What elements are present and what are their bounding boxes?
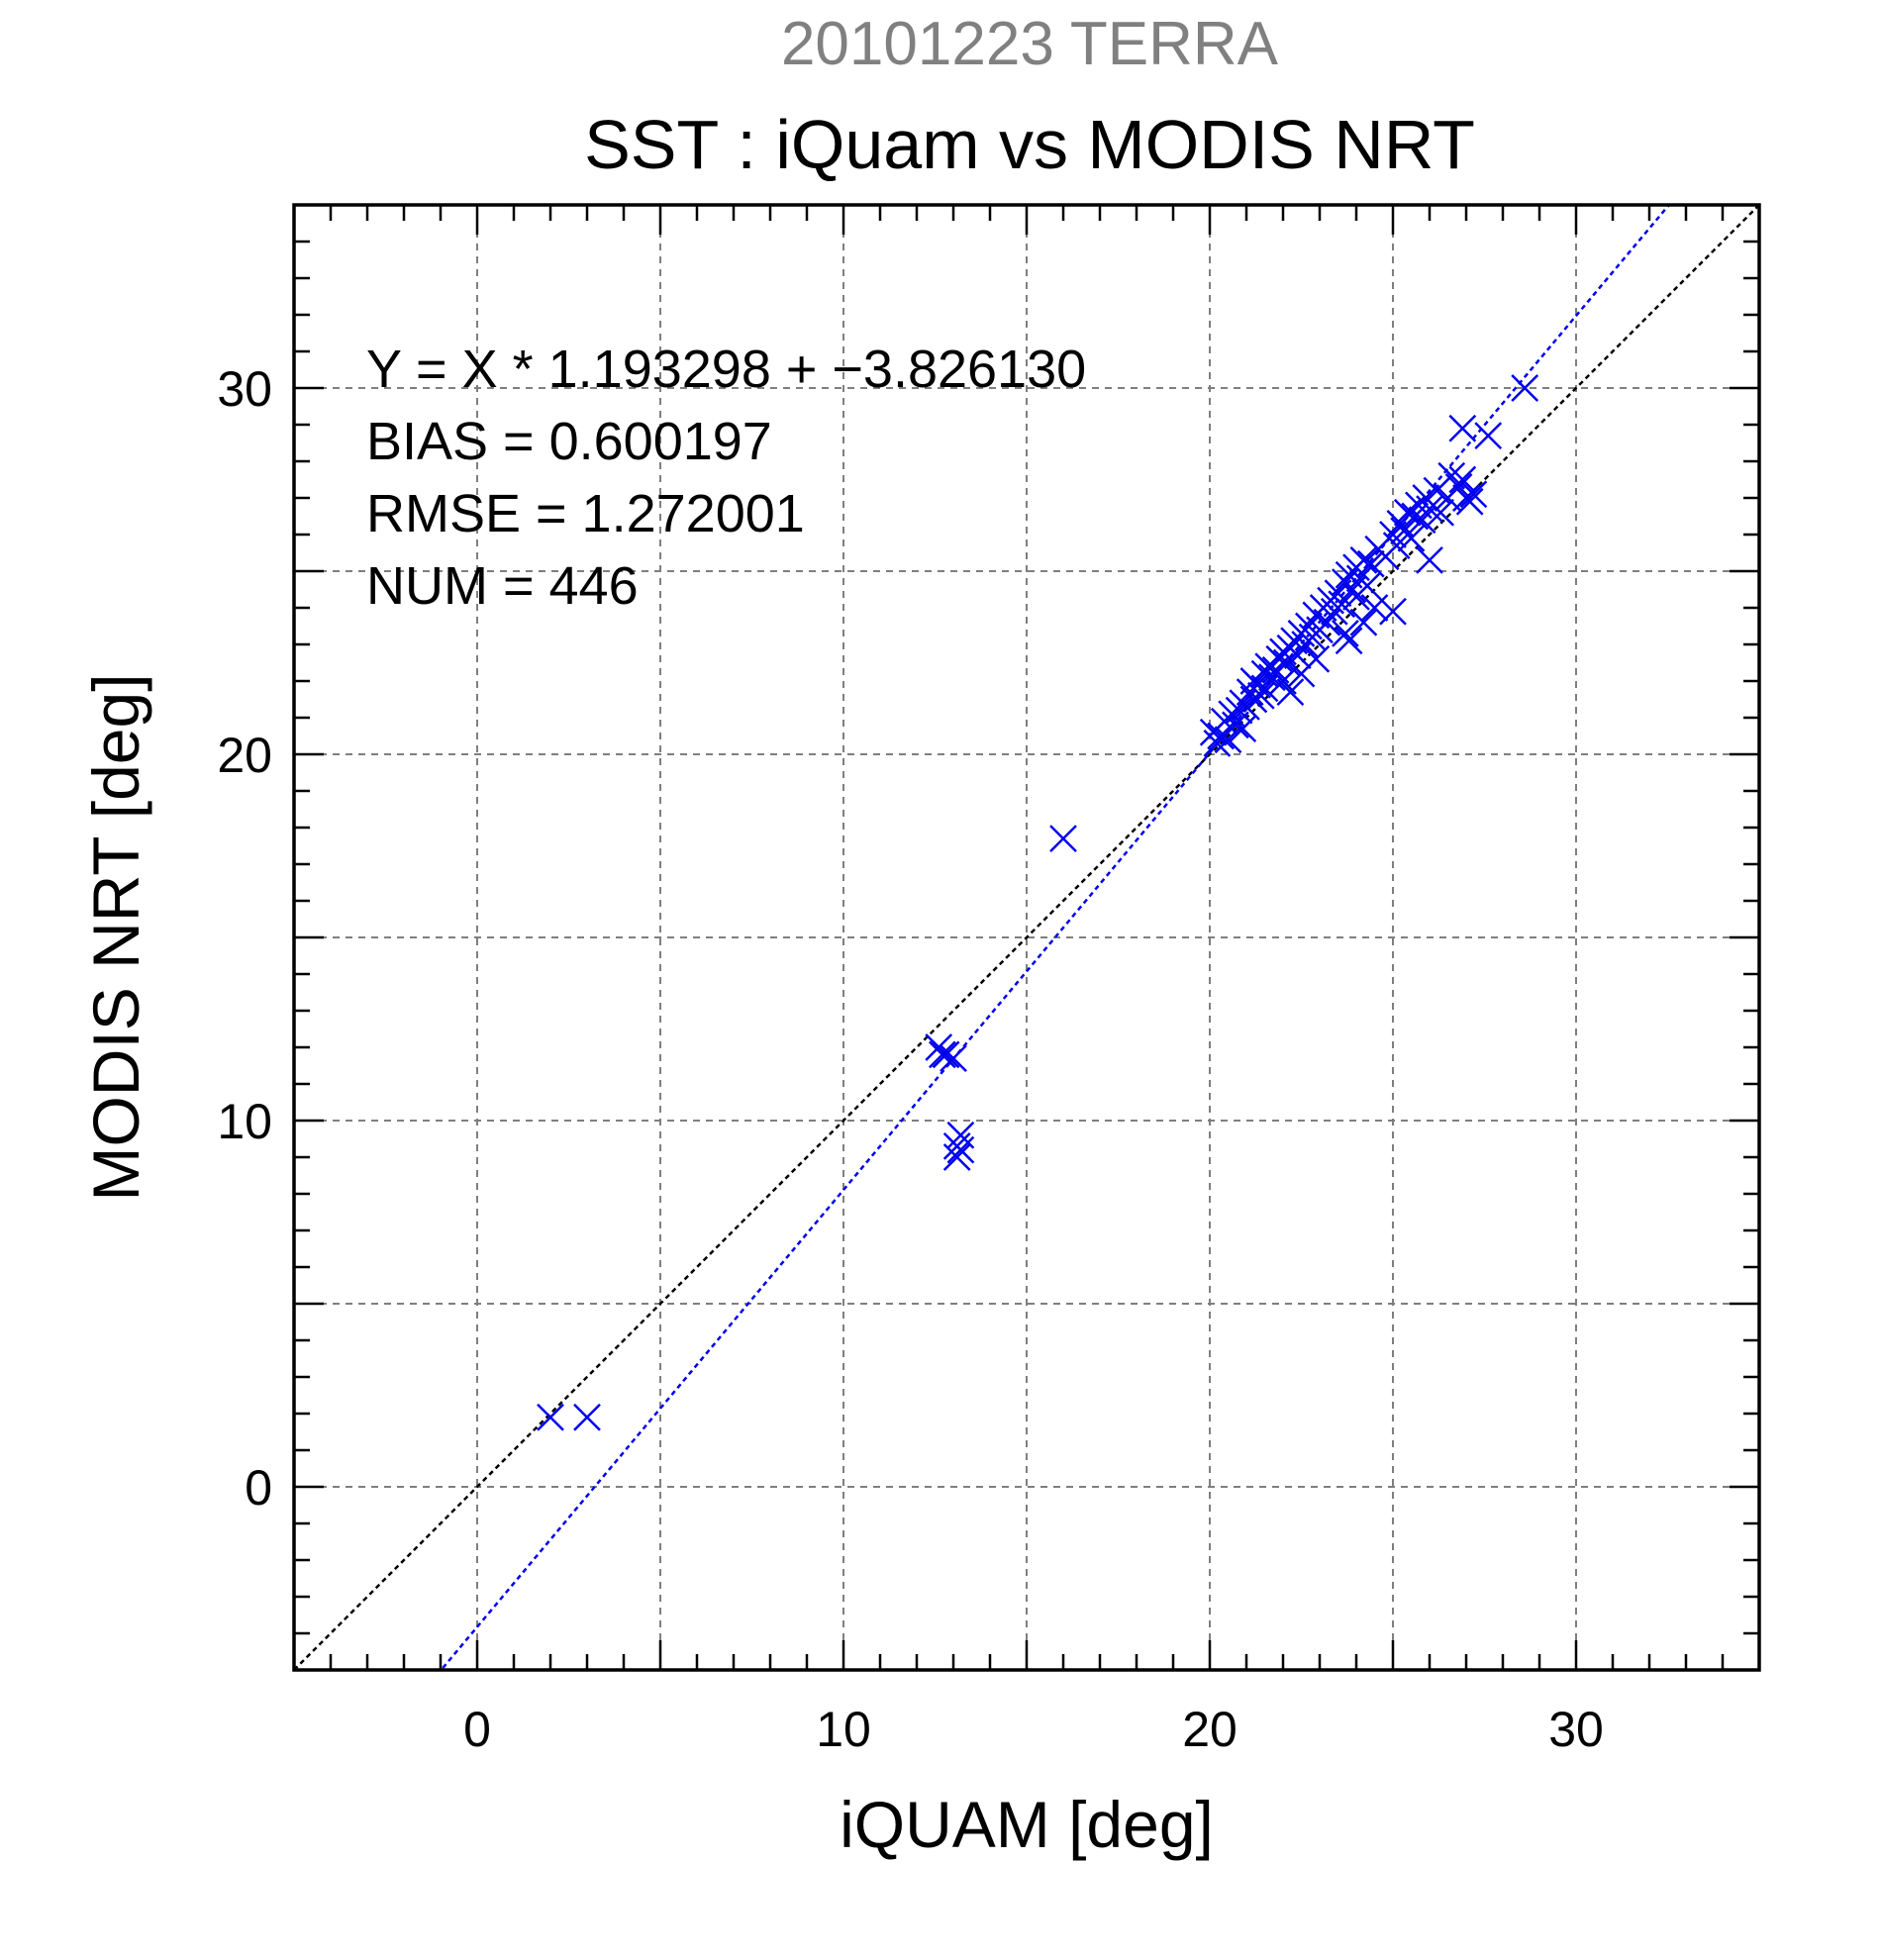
data-point	[1401, 502, 1430, 531]
data-point	[946, 1135, 975, 1164]
data-point	[1416, 495, 1443, 523]
data-point	[1214, 726, 1242, 754]
x-tick-label: 20	[1182, 1702, 1238, 1757]
x-tick-label: 30	[1548, 1702, 1604, 1757]
data-point	[1474, 422, 1503, 449]
x-tick-label: 10	[816, 1702, 871, 1757]
data-point	[1302, 644, 1331, 673]
data-point	[1335, 627, 1363, 655]
x-axis-label: iQUAM [deg]	[840, 1788, 1214, 1861]
data-point	[537, 1403, 564, 1431]
y-axis-label: MODIS NRT [deg]	[79, 673, 152, 1201]
rmse-value: RMSE = 1.272001	[366, 484, 805, 543]
y-tick-label: 20	[217, 728, 272, 783]
data-point	[1349, 608, 1378, 637]
data-points	[537, 374, 1539, 1431]
regression-equation: Y = X * 1.193298 + −3.826130	[366, 340, 1086, 399]
x-tick-label: 0	[463, 1702, 491, 1757]
data-point	[573, 1403, 601, 1431]
data-point	[1427, 498, 1454, 527]
data-point	[1459, 480, 1488, 509]
bias-value: BIAS = 0.600197	[366, 412, 772, 471]
data-point	[946, 1121, 975, 1149]
plot-frame	[292, 203, 1761, 1672]
y-tick-label: 30	[217, 361, 272, 417]
data-point	[1455, 487, 1484, 516]
data-point	[1379, 597, 1407, 626]
data-point	[1511, 374, 1539, 402]
data-point	[1356, 549, 1385, 578]
data-point	[1448, 465, 1477, 494]
y-tick-label: 0	[245, 1460, 272, 1516]
y-tick-label: 10	[217, 1094, 272, 1149]
data-point	[1360, 594, 1389, 622]
data-point	[932, 1040, 960, 1069]
data-point	[1225, 696, 1253, 725]
data-point	[1416, 546, 1443, 574]
chart-suptitle: 20101223 TERRA	[781, 10, 1279, 78]
x-tick-labels: 0 10 20 30	[463, 1702, 1604, 1757]
data-point	[1332, 620, 1359, 647]
data-point	[1276, 678, 1305, 706]
data-point	[1049, 825, 1077, 852]
axis-ticks	[292, 203, 1761, 1672]
reference-lines	[294, 205, 1759, 1670]
stats-block: Y = X * 1.193298 + −3.826130 BIAS = 0.60…	[366, 340, 1086, 616]
data-point	[929, 1040, 956, 1069]
identity-line	[294, 205, 1759, 1670]
chart-title: SST : iQuam vs MODIS NRT	[584, 106, 1475, 183]
fit-line	[439, 205, 1671, 1670]
data-point	[940, 1044, 967, 1072]
y-tick-labels: 0 10 20 30	[217, 361, 272, 1516]
count-value: NUM = 446	[366, 556, 639, 616]
data-point	[1448, 414, 1477, 442]
